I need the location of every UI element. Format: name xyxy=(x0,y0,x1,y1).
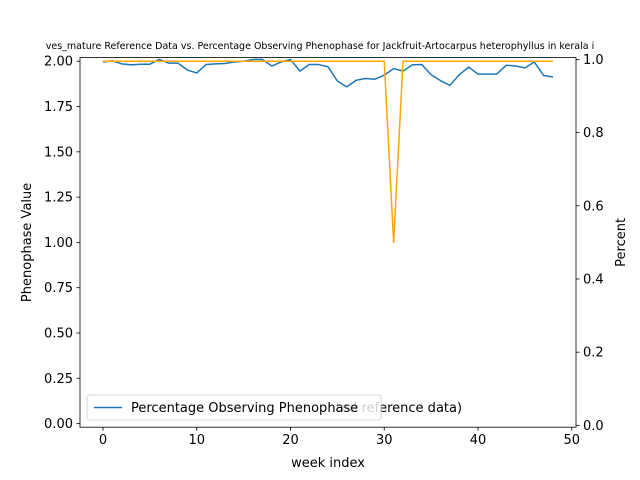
y-right-tick-label: 0.4 xyxy=(583,272,604,287)
y-right-tick-label: 0.8 xyxy=(583,126,604,141)
chart-title: ves_mature Reference Data vs. Percentage… xyxy=(46,41,594,52)
y-left-tick-label: 0.00 xyxy=(44,417,73,432)
series-layer xyxy=(102,58,554,244)
y-left-tick-label: 1.50 xyxy=(44,145,73,160)
x-tick-label: 0 xyxy=(99,433,107,448)
y-left-tick-label: 1.75 xyxy=(44,100,73,115)
x-tick-label: 30 xyxy=(376,433,393,448)
legend: ted reference data) Percentage Observing… xyxy=(86,394,462,421)
y-left-tick-label: 0.75 xyxy=(44,281,73,296)
y-axis-left-label: Phenophase Value xyxy=(20,183,35,302)
y-right-tick-label: 1.0 xyxy=(583,53,604,68)
y-left-tick-label: 1.25 xyxy=(44,191,73,206)
percentage-observing-line xyxy=(102,58,554,88)
x-axis: 0 10 20 30 40 50 xyxy=(99,427,580,448)
reference-data-line xyxy=(102,60,554,244)
y-left-tick-label: 1.00 xyxy=(44,236,73,251)
y-right-tick-label: 0.6 xyxy=(583,199,604,214)
x-axis-label: week index xyxy=(291,456,365,471)
legend-entry-label: Percentage Observing Phenophase xyxy=(131,401,358,416)
y-left-tick-label: 0.25 xyxy=(44,372,73,387)
y-axis-right-label: Percent xyxy=(614,218,629,267)
y-axis-left: 0.00 0.25 0.50 0.75 1.00 1.25 1.50 1.75 2.00 xyxy=(44,55,80,432)
y-left-tick-label: 0.50 xyxy=(44,326,73,341)
x-tick-label: 50 xyxy=(564,433,581,448)
y-left-tick-label: 2.00 xyxy=(44,55,73,70)
legend-box xyxy=(86,394,382,421)
x-tick-label: 10 xyxy=(188,433,205,448)
y-axis-right: 0.0 0.2 0.4 0.6 0.8 1.0 xyxy=(576,53,604,434)
y-right-tick-label: 0.0 xyxy=(583,419,604,434)
x-tick-label: 20 xyxy=(282,433,299,448)
y-right-tick-label: 0.2 xyxy=(583,346,604,361)
x-tick-label: 40 xyxy=(470,433,487,448)
